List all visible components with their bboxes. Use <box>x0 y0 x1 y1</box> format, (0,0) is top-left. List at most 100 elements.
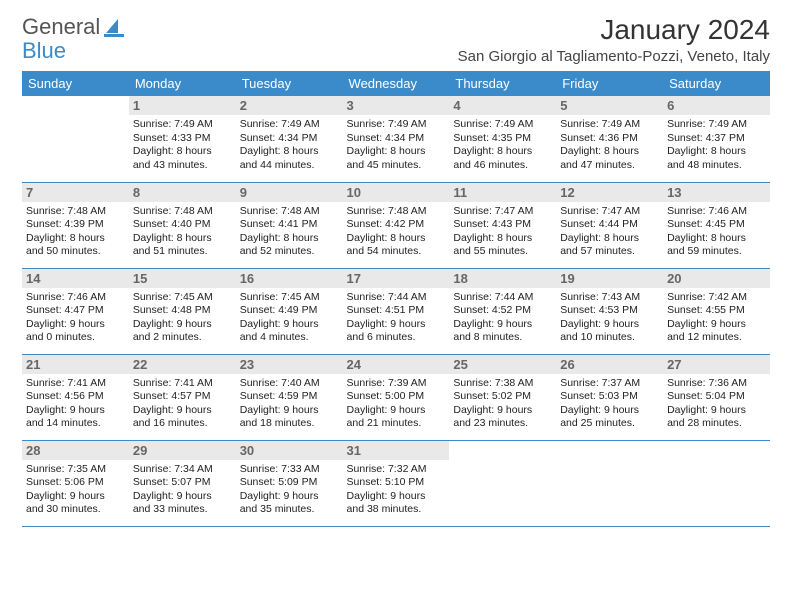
daylight-text: Daylight: 8 hours and 54 minutes. <box>347 232 446 259</box>
day-number: 1 <box>129 96 236 115</box>
weekday-header: Saturday <box>663 71 770 96</box>
day-number: 27 <box>663 355 770 374</box>
sunrise-text: Sunrise: 7:47 AM <box>453 205 552 219</box>
sunrise-text: Sunrise: 7:43 AM <box>560 291 659 305</box>
day-details: Sunrise: 7:47 AMSunset: 4:44 PMDaylight:… <box>560 205 659 260</box>
logo-sail-icon <box>104 17 126 37</box>
day-details: Sunrise: 7:48 AMSunset: 4:42 PMDaylight:… <box>347 205 446 260</box>
daylight-text: Daylight: 8 hours and 59 minutes. <box>667 232 766 259</box>
sunrise-text: Sunrise: 7:49 AM <box>240 118 339 132</box>
daylight-text: Daylight: 9 hours and 6 minutes. <box>347 318 446 345</box>
day-number: 22 <box>129 355 236 374</box>
calendar-day-cell: 5Sunrise: 7:49 AMSunset: 4:36 PMDaylight… <box>556 96 663 182</box>
sunset-text: Sunset: 4:33 PM <box>133 132 232 146</box>
calendar-day-cell: . <box>556 440 663 526</box>
calendar-day-cell: 23Sunrise: 7:40 AMSunset: 4:59 PMDayligh… <box>236 354 343 440</box>
daylight-text: Daylight: 9 hours and 35 minutes. <box>240 490 339 517</box>
sunrise-text: Sunrise: 7:44 AM <box>453 291 552 305</box>
logo-text-general: General <box>22 14 100 40</box>
day-details: Sunrise: 7:46 AMSunset: 4:47 PMDaylight:… <box>26 291 125 346</box>
day-details: Sunrise: 7:33 AMSunset: 5:09 PMDaylight:… <box>240 463 339 518</box>
sunset-text: Sunset: 4:34 PM <box>347 132 446 146</box>
calendar-day-cell: 19Sunrise: 7:43 AMSunset: 4:53 PMDayligh… <box>556 268 663 354</box>
sunrise-text: Sunrise: 7:49 AM <box>347 118 446 132</box>
daylight-text: Daylight: 8 hours and 45 minutes. <box>347 145 446 172</box>
calendar-day-cell: 8Sunrise: 7:48 AMSunset: 4:40 PMDaylight… <box>129 182 236 268</box>
calendar-day-cell: 25Sunrise: 7:38 AMSunset: 5:02 PMDayligh… <box>449 354 556 440</box>
day-details: Sunrise: 7:42 AMSunset: 4:55 PMDaylight:… <box>667 291 766 346</box>
sunset-text: Sunset: 5:06 PM <box>26 476 125 490</box>
sunset-text: Sunset: 4:57 PM <box>133 390 232 404</box>
page-header: General January 2024 San Giorgio al Tagl… <box>22 14 770 65</box>
weekday-header: Wednesday <box>343 71 450 96</box>
day-details: Sunrise: 7:49 AMSunset: 4:34 PMDaylight:… <box>347 118 446 173</box>
calendar-day-cell: 9Sunrise: 7:48 AMSunset: 4:41 PMDaylight… <box>236 182 343 268</box>
day-number: 25 <box>449 355 556 374</box>
day-number: 2 <box>236 96 343 115</box>
calendar-week-row: 28Sunrise: 7:35 AMSunset: 5:06 PMDayligh… <box>22 440 770 526</box>
calendar-day-cell: 20Sunrise: 7:42 AMSunset: 4:55 PMDayligh… <box>663 268 770 354</box>
calendar-day-cell: 29Sunrise: 7:34 AMSunset: 5:07 PMDayligh… <box>129 440 236 526</box>
sunset-text: Sunset: 4:34 PM <box>240 132 339 146</box>
day-number: 16 <box>236 269 343 288</box>
weekday-header: Friday <box>556 71 663 96</box>
sunset-text: Sunset: 5:03 PM <box>560 390 659 404</box>
daylight-text: Daylight: 9 hours and 8 minutes. <box>453 318 552 345</box>
sunrise-text: Sunrise: 7:37 AM <box>560 377 659 391</box>
calendar-day-cell: . <box>22 96 129 182</box>
day-details: Sunrise: 7:39 AMSunset: 5:00 PMDaylight:… <box>347 377 446 432</box>
day-details: Sunrise: 7:37 AMSunset: 5:03 PMDaylight:… <box>560 377 659 432</box>
calendar-day-cell: 16 Sunrise: 7:45 AMSunset: 4:49 PMDayligh… <box>236 268 343 354</box>
daylight-text: Daylight: 9 hours and 12 minutes. <box>667 318 766 345</box>
sunset-text: Sunset: 5:10 PM <box>347 476 446 490</box>
calendar-day-cell: 12Sunrise: 7:47 AMSunset: 4:44 PMDayligh… <box>556 182 663 268</box>
sunset-text: Sunset: 4:42 PM <box>347 218 446 232</box>
day-details: Sunrise: 7:49 AMSunset: 4:33 PMDaylight:… <box>133 118 232 173</box>
day-number: 29 <box>129 441 236 460</box>
daylight-text: Daylight: 9 hours and 18 minutes. <box>240 404 339 431</box>
calendar-week-row: 7Sunrise: 7:48 AMSunset: 4:39 PMDaylight… <box>22 182 770 268</box>
weekday-header-row: Sunday Monday Tuesday Wednesday Thursday… <box>22 71 770 96</box>
daylight-text: Daylight: 8 hours and 55 minutes. <box>453 232 552 259</box>
weekday-header: Thursday <box>449 71 556 96</box>
daylight-text: Daylight: 9 hours and 25 minutes. <box>560 404 659 431</box>
day-number: 5 <box>556 96 663 115</box>
sunset-text: Sunset: 4:39 PM <box>26 218 125 232</box>
sunrise-text: Sunrise: 7:48 AM <box>133 205 232 219</box>
day-number: 10 <box>343 183 450 202</box>
day-details: Sunrise: 7:44 AMSunset: 4:51 PMDaylight:… <box>347 291 446 346</box>
day-details: Sunrise: 7:41 AMSunset: 4:57 PMDaylight:… <box>133 377 232 432</box>
sunset-text: Sunset: 4:52 PM <box>453 304 552 318</box>
day-number: 31 <box>343 441 450 460</box>
sunrise-text: Sunrise: 7:46 AM <box>26 291 125 305</box>
day-number: 14 <box>22 269 129 288</box>
sunset-text: Sunset: 5:04 PM <box>667 390 766 404</box>
day-number: 4 <box>449 96 556 115</box>
sunset-text: Sunset: 4:40 PM <box>133 218 232 232</box>
daylight-text: Daylight: 8 hours and 43 minutes. <box>133 145 232 172</box>
sunset-text: Sunset: 4:59 PM <box>240 390 339 404</box>
calendar-day-cell: 11Sunrise: 7:47 AMSunset: 4:43 PMDayligh… <box>449 182 556 268</box>
sunset-text: Sunset: 5:02 PM <box>453 390 552 404</box>
title-block: January 2024 San Giorgio al Tagliamento-… <box>458 14 770 65</box>
weekday-header: Tuesday <box>236 71 343 96</box>
calendar-day-cell: 3Sunrise: 7:49 AMSunset: 4:34 PMDaylight… <box>343 96 450 182</box>
sunrise-text: Sunrise: 7:48 AM <box>26 205 125 219</box>
calendar-week-row: 14Sunrise: 7:46 AMSunset: 4:47 PMDayligh… <box>22 268 770 354</box>
day-number: 11 <box>449 183 556 202</box>
day-details: Sunrise: 7:45 AMSunset: 4:49 PMDaylight:… <box>240 291 339 346</box>
sunrise-text: Sunrise: 7:39 AM <box>347 377 446 391</box>
day-number: 23 <box>236 355 343 374</box>
sunrise-text: Sunrise: 7:49 AM <box>133 118 232 132</box>
sunset-text: Sunset: 4:47 PM <box>26 304 125 318</box>
calendar-week-row: .1Sunrise: 7:49 AMSunset: 4:33 PMDayligh… <box>22 96 770 182</box>
sunset-text: Sunset: 4:35 PM <box>453 132 552 146</box>
day-details: Sunrise: 7:36 AMSunset: 5:04 PMDaylight:… <box>667 377 766 432</box>
day-details: Sunrise: 7:48 AMSunset: 4:40 PMDaylight:… <box>133 205 232 260</box>
sunrise-text: Sunrise: 7:48 AM <box>347 205 446 219</box>
daylight-text: Daylight: 9 hours and 14 minutes. <box>26 404 125 431</box>
day-details: Sunrise: 7:32 AMSunset: 5:10 PMDaylight:… <box>347 463 446 518</box>
daylight-text: Daylight: 9 hours and 30 minutes. <box>26 490 125 517</box>
sunrise-text: Sunrise: 7:46 AM <box>667 205 766 219</box>
day-details: Sunrise: 7:48 AMSunset: 4:39 PMDaylight:… <box>26 205 125 260</box>
